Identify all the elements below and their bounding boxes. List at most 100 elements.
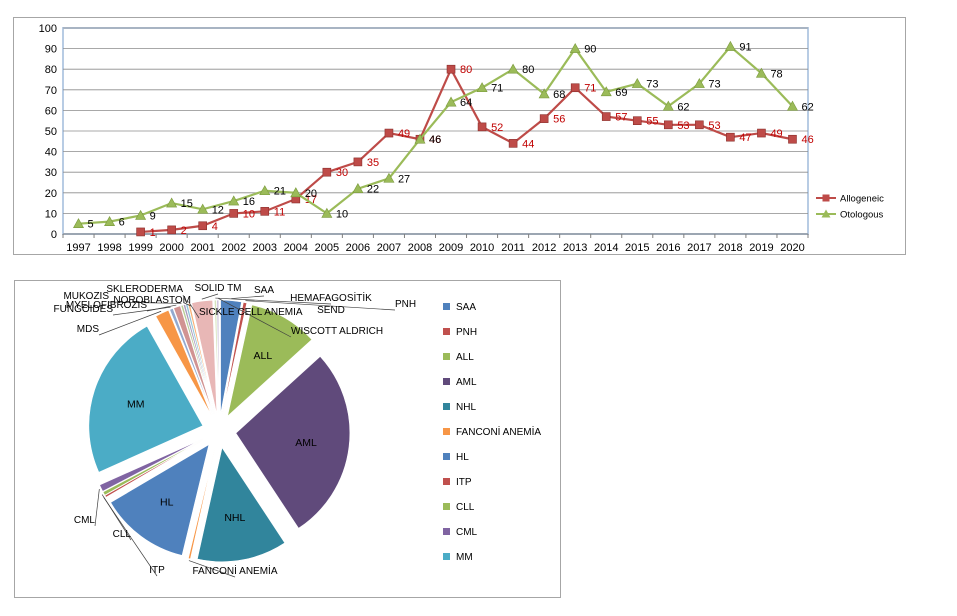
pie-leader-saa (231, 295, 265, 299)
otologous-data-label: 27 (398, 173, 410, 185)
allogeneic-data-label: 44 (522, 138, 534, 150)
otologous-point (321, 207, 333, 218)
legend-swatch-aml (443, 378, 450, 385)
x-tick-label: 2006 (346, 242, 370, 254)
otologous-data-label: 6 (119, 217, 125, 229)
pie-leader-pnh (245, 300, 396, 311)
allogeneic-point (757, 128, 766, 138)
line-chart-panel: 0 10 20 30 40 50 60 70 80 90 100 1997 1998 1999 2000 20… (13, 17, 906, 255)
pie-chart: SAA PNH ALL AML NHL FANCONİ ANEMİA HL ITP CLL CML… (54, 283, 541, 578)
allogeneic-point (632, 116, 642, 125)
otologous-data-label: 9 (150, 210, 156, 222)
legend-label-saa: SAA (456, 302, 476, 313)
x-tick-label: 2007 (377, 242, 401, 254)
otologous-point (507, 63, 519, 74)
y-tick-label: 0 (51, 229, 57, 241)
x-tick-label: 2005 (315, 242, 339, 254)
pie-slice-hl (110, 444, 210, 556)
allogeneic-point (446, 64, 456, 74)
pie-label-aml: AML (295, 437, 317, 449)
otologous-data-label: 71 (491, 83, 503, 95)
x-tick-label: 2012 (532, 242, 556, 254)
otologous-legend-label: Otologous (840, 210, 884, 221)
pie-slice-noroblastom (182, 304, 215, 415)
otologous-point (383, 172, 395, 183)
otologous-point (724, 40, 736, 51)
allogeneic-legend-label: Allogeneic (840, 194, 884, 205)
allogeneic-data-label: 35 (367, 157, 379, 169)
otologous-data-label: 22 (367, 184, 379, 196)
y-tick-label: 70 (45, 85, 57, 97)
legend-label-nhl: NHL (456, 402, 476, 413)
x-tick-label: 2000 (159, 242, 183, 254)
y-tick-label: 60 (45, 105, 57, 117)
allogeneic-point (508, 139, 518, 148)
pie-slice-saa (220, 299, 242, 415)
allogeneic-data-label: 2 (181, 225, 187, 237)
allogeneic-legend-marker (822, 194, 830, 202)
otologous-data-label: 64 (460, 97, 472, 109)
allogeneic-point (229, 209, 239, 218)
pie-slice-myelofibrozis (173, 305, 214, 416)
x-tick-label: 2014 (594, 242, 618, 254)
pie-label-nhl: NHL (224, 512, 245, 524)
otologous-point (73, 218, 85, 228)
allogeneic-data-label: 71 (584, 83, 596, 95)
otologous-point (755, 67, 767, 78)
allogeneic-point (788, 134, 797, 144)
y-tick-label: 40 (45, 147, 57, 159)
allogeneic-point (570, 83, 580, 93)
otologous-data-label: 62 (801, 101, 813, 113)
legend-swatch-itp (443, 478, 450, 485)
pie-slice-hemafagosi-ti-k-send (214, 299, 219, 415)
legend-label-itp: ITP (456, 477, 472, 488)
y-tick-label: 80 (45, 64, 57, 76)
otologous-legend-marker (821, 209, 831, 218)
pie-slice-aml (235, 355, 351, 529)
pie-label-saa: SAA (254, 285, 274, 296)
x-tick-label: 2008 (408, 242, 432, 254)
y-tick-label: 50 (45, 126, 57, 138)
x-tick-label: 2020 (780, 242, 804, 254)
otologous-point (786, 100, 798, 111)
otologous-data-label: 62 (677, 101, 689, 113)
pie-slice-mukozis (180, 304, 215, 415)
pie-slice-cml (99, 438, 204, 492)
otologous-data-label: 12 (212, 204, 224, 216)
allogeneic-point (198, 221, 207, 231)
pie-leader-mds (98, 310, 162, 336)
allogeneic-point (353, 157, 363, 167)
otologous-data-label: 46 (429, 134, 441, 146)
otologous-data-label: 15 (181, 198, 193, 210)
pie-label-fanconi-anemi-a: FANCONİ ANEMİA (192, 564, 277, 577)
otologous-point (135, 209, 147, 220)
pie-slice-pnh (222, 301, 248, 415)
pie-label-wiscott-aldrich: WISCOTT ALDRICH (291, 326, 383, 337)
pie-slice-solid-tm (191, 299, 218, 415)
legend-swatch-nhl (443, 403, 450, 410)
pie-label-cml: CML (74, 515, 96, 526)
allogeneic-data-label: 56 (553, 114, 565, 126)
allogeneic-point (167, 225, 176, 235)
allogeneic-point (384, 128, 394, 138)
pie-label-skleroderma: SKLERODERMA (106, 284, 183, 295)
pie-leader-myelofibrozis (146, 304, 177, 312)
legend-swatch-cml (443, 528, 450, 535)
pie-label-myelofibrozis: MYELOFIBROZIS (66, 300, 147, 311)
pie-slice-wiscott-aldrich (216, 299, 220, 415)
x-tick-label: 2019 (749, 242, 773, 254)
allogeneic-data-label: 52 (491, 122, 503, 134)
allogeneic-data-label: 80 (460, 64, 472, 76)
allogeneic-point (539, 114, 549, 123)
allogeneic-point (136, 227, 145, 237)
pie-label-all: ALL (254, 350, 273, 362)
pie-leader-noroblastom (183, 302, 192, 307)
allogeneic-data-label: 49 (770, 128, 782, 140)
otologous-data-label: 78 (770, 68, 782, 80)
allogeneic-point (695, 120, 704, 130)
legend-swatch-mm (443, 553, 450, 560)
otologous-point (259, 185, 271, 196)
pie-label-pnh: PNH (395, 299, 416, 310)
pie-slice-all (227, 304, 313, 418)
y-tick-label: 100 (39, 23, 57, 35)
